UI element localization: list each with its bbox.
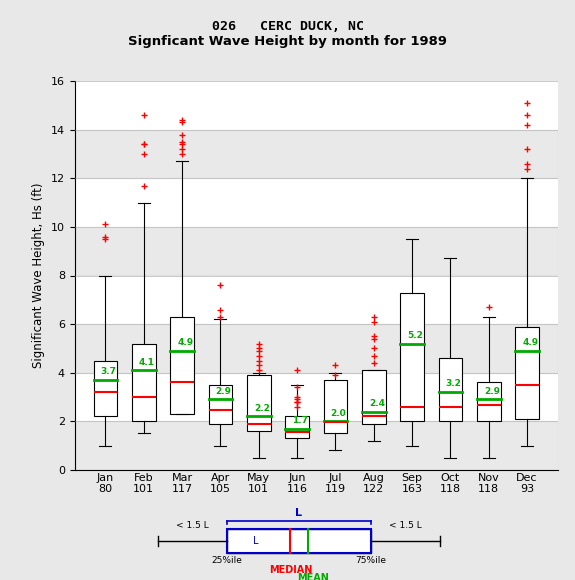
Text: 75%ile: 75%ile [355, 556, 386, 565]
Text: 3.7: 3.7 [101, 367, 117, 376]
Text: 1.7: 1.7 [292, 416, 308, 425]
Text: 4.9: 4.9 [522, 338, 538, 347]
PathPatch shape [477, 382, 501, 421]
Text: L: L [296, 508, 302, 519]
PathPatch shape [439, 358, 462, 421]
Text: 2.0: 2.0 [331, 408, 346, 418]
Text: 5.2: 5.2 [407, 331, 423, 340]
PathPatch shape [362, 370, 386, 423]
Text: < 1.5 L: < 1.5 L [389, 520, 421, 530]
Text: 25%ile: 25%ile [212, 556, 243, 565]
Bar [75, 324, 558, 372]
Text: 2.9: 2.9 [484, 387, 500, 396]
Text: 2.4: 2.4 [369, 399, 385, 408]
Text: < 1.5 L: < 1.5 L [177, 520, 209, 530]
PathPatch shape [324, 380, 347, 433]
Bar [227, 529, 371, 553]
Text: MEAN: MEAN [297, 572, 329, 580]
Text: 4.1: 4.1 [139, 358, 155, 367]
Bar [75, 130, 558, 179]
Text: 2.9: 2.9 [216, 387, 232, 396]
Text: 4.9: 4.9 [177, 338, 193, 347]
Bar [227, 529, 371, 553]
Y-axis label: Significant Wave Height, Hs (ft): Significant Wave Height, Hs (ft) [32, 183, 45, 368]
Text: 026   CERC DUCK, NC: 026 CERC DUCK, NC [212, 20, 363, 33]
Text: 2.2: 2.2 [254, 404, 270, 413]
Text: Signficant Wave Height by month for 1989: Signficant Wave Height by month for 1989 [128, 35, 447, 48]
PathPatch shape [285, 416, 309, 438]
PathPatch shape [132, 343, 156, 421]
PathPatch shape [209, 385, 232, 423]
PathPatch shape [94, 361, 117, 416]
Bar [75, 421, 558, 470]
PathPatch shape [247, 375, 271, 431]
Text: 3.2: 3.2 [446, 379, 461, 389]
Bar [75, 227, 558, 276]
Text: L: L [253, 536, 259, 546]
PathPatch shape [400, 292, 424, 421]
PathPatch shape [170, 317, 194, 414]
PathPatch shape [515, 327, 539, 419]
Text: MEDIAN: MEDIAN [269, 565, 312, 575]
